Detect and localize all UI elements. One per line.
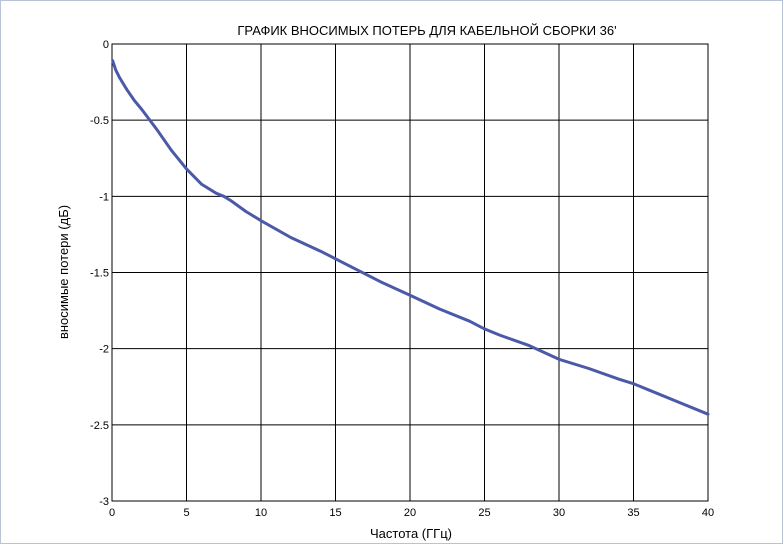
- y-tick-label: -2: [99, 344, 109, 356]
- x-tick-label: 30: [553, 507, 565, 519]
- chart-title: ГРАФИК ВНОСИМЫХ ПОТЕРЬ ДЛЯ КАБЕЛЬНОЙ СБО…: [237, 23, 616, 38]
- series-layer: [111, 59, 710, 416]
- x-tick-label: 10: [255, 507, 267, 519]
- x-tick-label: 35: [627, 507, 639, 519]
- plot-area: [111, 43, 709, 502]
- grid: [111, 43, 709, 502]
- x-tick-label: 0: [109, 507, 115, 519]
- x-tick-label: 20: [404, 507, 416, 519]
- x-tick-label: 15: [329, 507, 341, 519]
- y-axis-label: вносимые потери (дБ): [56, 205, 71, 339]
- y-tick-label: -1.5: [90, 268, 109, 280]
- y-tick-labels: 0 -0.5 -1 -1.5 -2 -2.5 -3: [90, 39, 109, 508]
- series-line-0: [111, 59, 710, 416]
- x-tick-labels: 0 5 10 15 20 25 30 35 40: [109, 507, 714, 519]
- x-tick-label: 5: [183, 507, 189, 519]
- x-axis-label: Частота (ГГц): [370, 526, 452, 541]
- y-tick-label: -1: [99, 191, 109, 203]
- y-tick-label: -3: [99, 496, 109, 508]
- x-tick-label: 25: [478, 507, 490, 519]
- x-tick-label: 40: [702, 507, 714, 519]
- y-tick-label: -0.5: [90, 115, 109, 127]
- y-tick-label: -2.5: [90, 420, 109, 432]
- y-tick-label: 0: [103, 39, 109, 51]
